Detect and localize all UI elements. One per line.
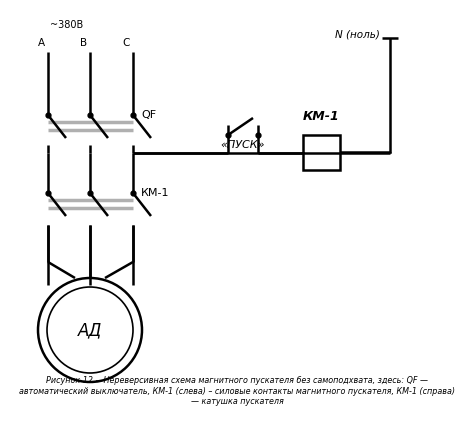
Text: QF: QF <box>141 110 156 120</box>
Text: КМ-1: КМ-1 <box>302 110 339 123</box>
Text: N (ноль): N (ноль) <box>335 30 380 40</box>
Text: A: A <box>38 38 45 48</box>
Text: ~380В: ~380В <box>50 20 83 30</box>
Text: B: B <box>80 38 87 48</box>
Text: КМ-1: КМ-1 <box>141 188 170 198</box>
Text: Рисунок 12 —Нереверсивная схема магнитного пускателя без самоподхвата, здесь: QF: Рисунок 12 —Нереверсивная схема магнитно… <box>19 376 455 406</box>
Text: АД: АД <box>78 321 102 339</box>
Text: «ПУСК»: «ПУСК» <box>221 140 265 150</box>
Text: C: C <box>123 38 130 48</box>
Bar <box>303 135 340 170</box>
